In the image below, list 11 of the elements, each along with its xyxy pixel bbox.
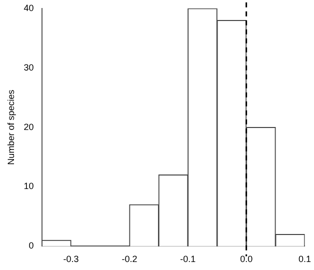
x-tick-label: -0.1 xyxy=(180,254,196,264)
x-tick-label: -0.2 xyxy=(122,254,138,264)
x-tick-label: 0.1 xyxy=(298,254,311,264)
y-tick-label: 10 xyxy=(24,181,34,192)
x-tick-label: 0.0 xyxy=(240,254,253,264)
x-tick-label: -0.3 xyxy=(63,254,79,264)
y-tick-label: 30 xyxy=(24,62,34,72)
y-axis-title: Number of species xyxy=(6,89,16,165)
y-tick-label: 40 xyxy=(24,2,34,13)
y-tick-label: 20 xyxy=(24,122,34,132)
y-tick-label: 0 xyxy=(28,240,34,251)
